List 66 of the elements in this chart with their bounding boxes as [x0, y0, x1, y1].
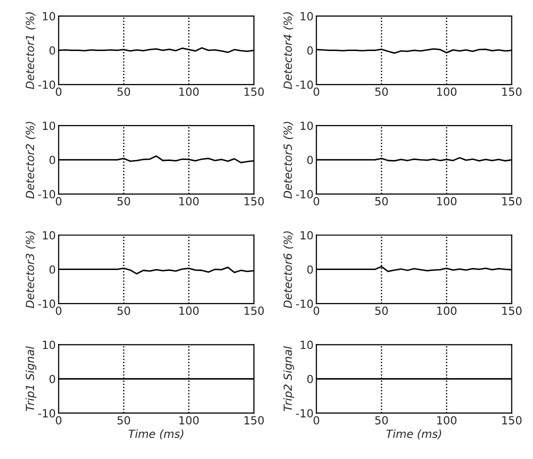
y-axis-title: Detector3 (%): [26, 231, 36, 308]
x-tick-label: 0: [56, 87, 62, 96]
x-tick-label: 50: [375, 416, 388, 424]
x-tick-label: 50: [118, 87, 130, 96]
y-tick-label: -10: [38, 409, 56, 418]
y-tick-label: 10: [42, 340, 56, 350]
y-tick-label: 0: [50, 265, 56, 274]
y-tick-label: 0: [307, 156, 313, 164]
y-tick-label: 0: [50, 46, 56, 55]
x-tick-label: 100: [437, 197, 456, 206]
y-tick-label: 10: [300, 340, 313, 350]
y-tick-label: -10: [38, 300, 56, 308]
x-tick-label: 0: [314, 416, 320, 424]
x-tick-label: 0: [314, 197, 320, 206]
x-tick-label: 150: [244, 87, 264, 96]
y-tick-label: -10: [38, 190, 56, 198]
y-axis-title: Detector5 (%): [283, 122, 294, 199]
x-axis-title: Time (ms): [128, 429, 184, 440]
x-tick-label: 50: [375, 87, 388, 96]
y-tick-label: -10: [296, 300, 313, 308]
x-tick-label: 150: [502, 197, 522, 206]
x-tick-label: 50: [375, 197, 388, 206]
y-tick-label: 0: [307, 265, 313, 274]
y-tick-label: -10: [38, 80, 56, 89]
x-tick-label: 150: [244, 197, 264, 206]
x-tick-label: 0: [56, 306, 62, 315]
x-tick-label: 150: [502, 416, 522, 424]
x-tick-label: 150: [244, 306, 264, 315]
y-axis-title: Trip1 Signal: [26, 346, 36, 412]
y-tick-label: -10: [296, 190, 313, 198]
y-tick-label: 10: [42, 122, 56, 130]
y-axis-title: Detector4 (%): [283, 12, 294, 90]
y-tick-label: 10: [300, 231, 313, 240]
x-tick-label: 100: [179, 416, 199, 424]
y-tick-label: 10: [42, 12, 56, 20]
y-tick-label: 0: [307, 46, 313, 55]
y-tick-label: 0: [50, 156, 56, 164]
x-tick-label: 50: [118, 306, 130, 315]
x-tick-label: 100: [437, 87, 456, 96]
y-tick-label: 0: [307, 374, 313, 384]
y-tick-label: -10: [296, 409, 313, 418]
x-tick-label: 0: [56, 197, 62, 206]
y-axis-title: Detector2 (%): [26, 122, 36, 199]
x-tick-label: 100: [179, 306, 199, 315]
y-axis-title: Detector6 (%): [283, 231, 294, 308]
y-axis-title: Detector1 (%): [26, 12, 36, 90]
y-tick-label: 0: [50, 374, 56, 384]
x-tick-label: 100: [437, 306, 456, 315]
x-tick-label: 150: [244, 416, 264, 424]
y-tick-label: 10: [300, 12, 313, 20]
x-tick-label: 50: [375, 306, 388, 315]
x-tick-label: 50: [118, 197, 130, 206]
y-tick-label: 10: [42, 231, 56, 240]
y-axis-title: Trip2 Signal: [283, 346, 294, 412]
x-tick-label: 0: [314, 87, 320, 96]
x-tick-label: 0: [314, 306, 320, 315]
x-tick-label: 150: [502, 87, 522, 96]
x-tick-label: 100: [179, 197, 199, 206]
y-tick-label: 10: [300, 122, 313, 130]
y-tick-label: -10: [296, 80, 313, 89]
x-tick-label: 100: [437, 416, 456, 424]
x-axis-title: Time (ms): [386, 429, 442, 440]
x-tick-label: 150: [502, 306, 522, 315]
x-tick-label: 0: [56, 416, 62, 424]
x-tick-label: 50: [118, 416, 130, 424]
x-tick-label: 100: [179, 87, 199, 96]
